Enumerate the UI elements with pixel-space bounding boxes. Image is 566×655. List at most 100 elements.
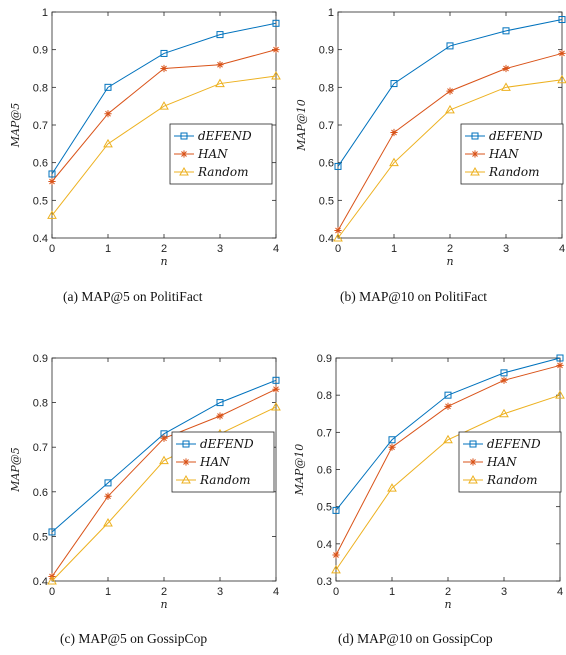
- y-tick-label: 0.6: [317, 465, 332, 477]
- data-point: [160, 64, 168, 73]
- data-point: [216, 61, 224, 69]
- legend-label: dEFEND: [489, 129, 543, 143]
- legend: dEFEND HAN Random: [458, 431, 562, 493]
- y-tick-label: 0.3: [317, 576, 332, 588]
- y-axis-label: MAP@10: [293, 444, 306, 497]
- y-tick-label: 0.4: [319, 233, 334, 245]
- data-point: [216, 412, 224, 420]
- legend-marker: [468, 474, 478, 484]
- data-point: [557, 74, 566, 84]
- x-tick-label: 4: [273, 586, 279, 598]
- series-defend: [48, 376, 280, 536]
- series-line: [51, 406, 277, 582]
- data-point: [104, 492, 112, 500]
- data-point: [502, 64, 510, 73]
- data-point: [502, 27, 510, 35]
- x-axis-label: n: [160, 255, 167, 268]
- data-point: [390, 128, 398, 137]
- series-han: [48, 385, 280, 581]
- legend-marker: [180, 132, 188, 140]
- legend-marker: [181, 474, 191, 484]
- data-point: [388, 436, 396, 444]
- legend-label: HAN: [197, 147, 228, 161]
- data-point: [556, 361, 564, 370]
- legend-label: HAN: [199, 455, 230, 469]
- series-han: [332, 361, 564, 559]
- data-point: [501, 82, 511, 91]
- y-tick-label: 0.7: [319, 120, 334, 132]
- y-tick-label: 0.9: [319, 45, 334, 57]
- x-tick-label: 2: [161, 243, 167, 255]
- x-tick-label: 4: [559, 243, 565, 255]
- y-tick-label: 0.4: [317, 539, 332, 551]
- y-tick-label: 0.7: [33, 442, 48, 454]
- data-point: [160, 434, 168, 442]
- legend-label: Random: [199, 473, 250, 487]
- x-tick-label: 0: [49, 243, 55, 255]
- legend: dEFEND HAN Random: [460, 123, 564, 185]
- x-tick-label: 4: [273, 243, 279, 255]
- data-point: [558, 49, 566, 58]
- y-tick-label: 0.5: [319, 195, 334, 207]
- x-tick-label: 3: [217, 243, 223, 255]
- y-tick-label: 0.6: [33, 158, 48, 170]
- data-point: [272, 19, 280, 27]
- legend-marker: [180, 150, 188, 158]
- data-point: [104, 479, 112, 487]
- y-tick-label: 0.9: [317, 353, 332, 365]
- data-point: [48, 528, 56, 536]
- x-tick-label: 1: [391, 243, 397, 255]
- y-tick-label: 0.8: [33, 398, 48, 410]
- x-tick-label: 1: [105, 586, 111, 598]
- legend-label: dEFEND: [200, 437, 254, 451]
- chart-a-caption: (a) MAP@5 on PolitiFact: [63, 289, 203, 304]
- data-point: [159, 101, 169, 110]
- y-tick-label: 0.6: [319, 158, 334, 170]
- data-point: [272, 376, 280, 384]
- x-axis-label: n: [446, 255, 453, 268]
- series-line: [51, 22, 277, 175]
- legend-label: HAN: [488, 147, 519, 161]
- legend-marker: [471, 132, 479, 140]
- data-point: [104, 83, 112, 91]
- x-tick-label: 0: [333, 586, 339, 598]
- legend-label: Random: [488, 165, 539, 179]
- y-tick-label: 0.5: [33, 531, 48, 543]
- x-tick-label: 2: [161, 586, 167, 598]
- y-tick-label: 0.6: [33, 487, 48, 499]
- y-tick-label: 0.4: [33, 576, 48, 588]
- y-tick-label: 0.8: [317, 390, 332, 402]
- y-tick-label: 0.8: [33, 82, 48, 94]
- legend-marker: [179, 166, 189, 176]
- series-han: [334, 49, 566, 235]
- data-point: [555, 390, 565, 399]
- x-tick-label: 2: [447, 243, 453, 255]
- data-point: [443, 434, 453, 444]
- data-point: [159, 455, 169, 465]
- legend-label: dEFEND: [198, 129, 252, 143]
- x-tick-label: 3: [501, 586, 507, 598]
- y-tick-label: 0.5: [317, 502, 332, 514]
- series-defend: [48, 19, 280, 178]
- legend: dEFEND HAN Random: [171, 431, 275, 493]
- legend-label: Random: [486, 473, 537, 487]
- data-point: [445, 104, 455, 114]
- legend-marker: [471, 150, 479, 158]
- data-point: [332, 506, 340, 514]
- x-tick-label: 1: [105, 243, 111, 255]
- y-tick-label: 0.7: [317, 427, 332, 439]
- data-point: [387, 483, 397, 492]
- data-point: [271, 71, 281, 80]
- data-point: [47, 210, 57, 219]
- data-point: [500, 369, 508, 377]
- chart-a: 0.4 0.5 0.6 0.7 0.8 0.9 1 0 1 2 3 4 n MAP@5 dEFEND HAN R…: [9, 7, 281, 268]
- data-point: [334, 162, 342, 170]
- data-point: [333, 232, 343, 242]
- x-axis-label: n: [444, 598, 451, 611]
- data-point: [446, 87, 454, 95]
- y-tick-label: 1: [328, 7, 334, 19]
- series-defend: [334, 16, 566, 170]
- legend-marker: [182, 440, 190, 448]
- data-point: [389, 157, 399, 167]
- y-axis-label: MAP@5: [9, 103, 22, 149]
